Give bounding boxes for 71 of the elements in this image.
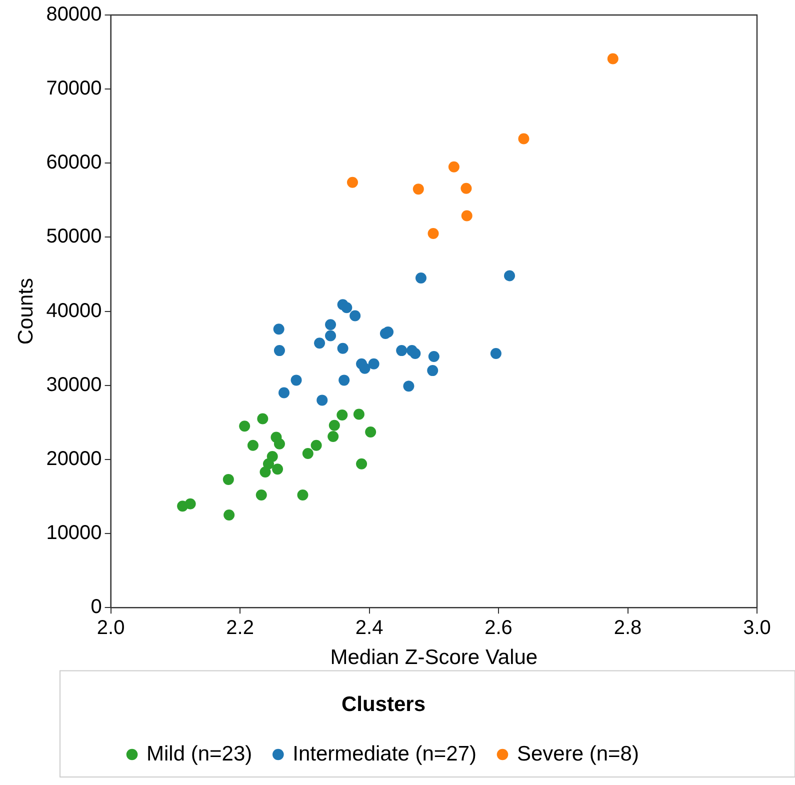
- y-tick-label: 40000: [46, 300, 102, 322]
- point: [314, 338, 326, 349]
- point: [350, 310, 361, 322]
- y-tick-label: 70000: [46, 78, 102, 100]
- point: [428, 350, 440, 362]
- point: [257, 413, 268, 424]
- point: [412, 184, 424, 195]
- x-tick-label: 2.4: [355, 617, 384, 640]
- point: [341, 302, 352, 314]
- point: [353, 408, 364, 420]
- point: [316, 394, 328, 406]
- point: [365, 426, 376, 438]
- point: [504, 270, 516, 282]
- point: [428, 228, 439, 240]
- legend-title: Clusters: [341, 693, 426, 716]
- legend-label: Mild (n=23): [146, 742, 252, 766]
- point: [239, 420, 250, 432]
- x-tick-label: 2.8: [614, 617, 642, 640]
- y-tick-label: 80000: [46, 4, 102, 26]
- point: [607, 53, 618, 64]
- y-tick-label: 60000: [46, 152, 102, 174]
- point: [302, 448, 314, 460]
- point: [247, 440, 258, 451]
- point: [396, 345, 408, 356]
- point: [274, 438, 285, 450]
- point: [346, 176, 358, 188]
- point: [224, 510, 235, 521]
- point: [184, 498, 196, 510]
- x-tick-label: 2.2: [226, 617, 254, 640]
- point: [490, 348, 502, 360]
- point: [278, 387, 290, 398]
- point: [325, 330, 336, 342]
- point: [337, 342, 348, 354]
- point: [410, 348, 421, 360]
- point: [336, 410, 348, 421]
- point: [325, 319, 336, 330]
- point: [403, 380, 414, 392]
- point: [461, 210, 472, 222]
- point: [290, 374, 302, 386]
- y-tick-label: 50000: [46, 226, 102, 248]
- point: [297, 490, 308, 501]
- x-tick-label: 2.0: [96, 617, 125, 640]
- point: [338, 374, 350, 386]
- legend-label: Intermediate (n=27): [292, 742, 477, 766]
- point: [260, 466, 271, 478]
- point: [328, 430, 339, 442]
- point: [448, 161, 460, 172]
- point: [272, 464, 284, 475]
- point: [222, 474, 234, 485]
- point: [256, 490, 267, 501]
- point: [273, 324, 284, 335]
- legend-label: Severe (n=8): [517, 742, 639, 766]
- point: [427, 365, 438, 376]
- point: [359, 362, 370, 374]
- point: [518, 133, 530, 144]
- point: [310, 440, 322, 451]
- point: [460, 182, 472, 194]
- point: [382, 326, 394, 338]
- y-tick-label: 0: [90, 596, 102, 618]
- y-tick-label: 30000: [46, 374, 102, 396]
- x-tick-label: 3.0: [743, 617, 771, 640]
- point: [274, 345, 285, 356]
- x-axis-title: Median Z-Score Value: [330, 646, 538, 669]
- y-tick-label: 10000: [46, 522, 102, 544]
- point: [328, 420, 340, 431]
- point: [356, 458, 368, 470]
- point: [368, 358, 380, 370]
- y-axis-title: Counts: [14, 278, 38, 345]
- x-tick-label: 2.6: [484, 617, 512, 640]
- y-tick-label: 20000: [46, 448, 102, 470]
- point: [415, 272, 426, 284]
